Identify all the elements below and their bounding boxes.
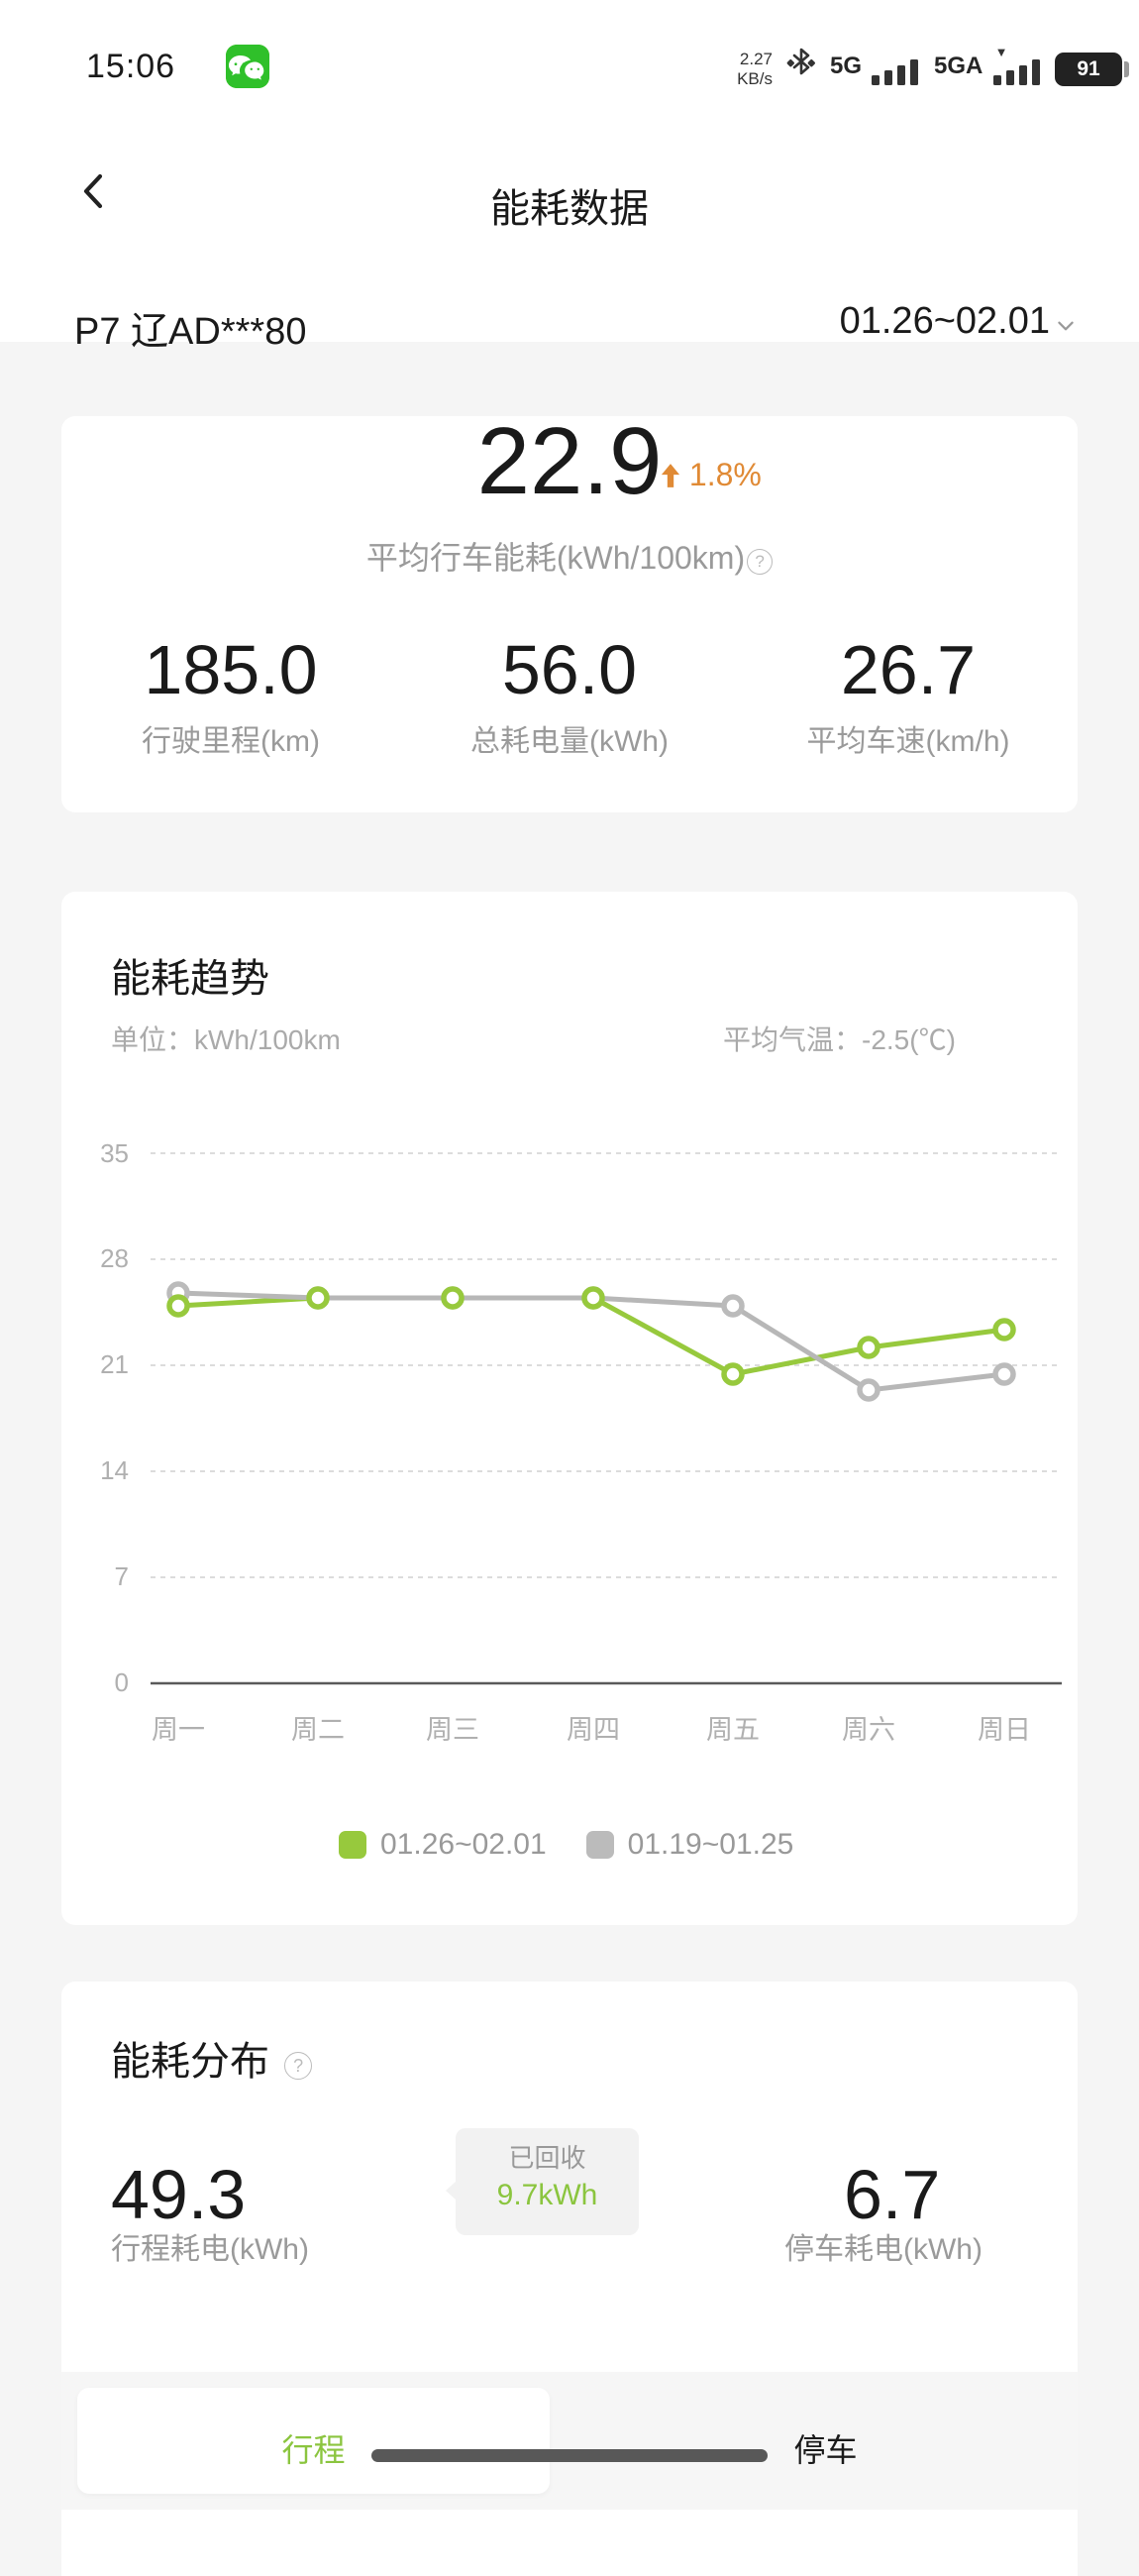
- svg-text:14: 14: [100, 1455, 129, 1485]
- svg-text:周五: 周五: [706, 1715, 760, 1745]
- svg-text:28: 28: [100, 1243, 129, 1273]
- svg-text:周二: 周二: [291, 1715, 345, 1745]
- svg-text:周一: 周一: [152, 1715, 205, 1745]
- svg-text:周六: 周六: [842, 1715, 895, 1745]
- svg-text:周日: 周日: [978, 1715, 1031, 1745]
- svg-text:7: 7: [115, 1561, 129, 1591]
- svg-text:35: 35: [100, 1138, 129, 1168]
- svg-text:21: 21: [100, 1349, 129, 1379]
- svg-text:周四: 周四: [567, 1715, 620, 1745]
- svg-text:周三: 周三: [426, 1715, 479, 1745]
- svg-text:0: 0: [115, 1667, 129, 1697]
